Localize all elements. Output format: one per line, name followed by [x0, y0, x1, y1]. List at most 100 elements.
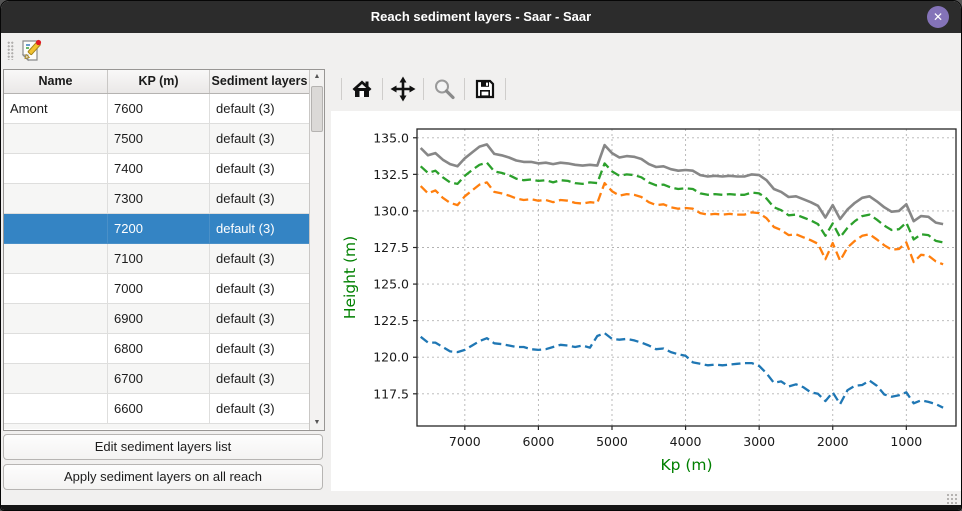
column-header-name[interactable]: Name: [4, 70, 108, 93]
zoom-magnifier-icon: [435, 79, 455, 100]
x-tick-label: 4000: [670, 434, 702, 449]
table-scrollbar[interactable]: ▲ ▼: [309, 70, 324, 430]
y-tick-label: 130.0: [373, 203, 409, 218]
statusbar: [1, 491, 961, 505]
edit-sediment-layers-button[interactable]: [18, 37, 45, 64]
table-cell: default (3): [210, 364, 309, 394]
table-row[interactable]: 6600 default (3): [4, 394, 309, 424]
table-cell: 7200: [108, 214, 210, 244]
y-tick-label: 127.5: [373, 240, 409, 255]
table-row[interactable]: 7300 default (3): [4, 184, 309, 214]
table-row[interactable]: 7200 default (3): [4, 214, 309, 244]
table-cell: default (3): [210, 304, 309, 334]
table-cell: default (3): [210, 214, 309, 244]
table-cell: 7000: [108, 274, 210, 304]
table-row-partial: [4, 424, 309, 429]
x-tick-label: 3000: [743, 434, 775, 449]
home-button[interactable]: [348, 75, 376, 103]
apply-sediment-layers-button[interactable]: Apply sediment layers on all reach: [3, 464, 323, 490]
table-cell: [4, 334, 108, 364]
titlebar[interactable]: Reach sediment layers - Saar - Saar ✕: [1, 1, 961, 33]
table-cell: 6600: [108, 394, 210, 424]
y-tick-label: 117.5: [373, 386, 409, 401]
chart-svg[interactable]: 7000 6000 5000 4000 3000 2000 1000 117.5 120.0 12…: [331, 111, 962, 491]
column-header-kp-m-[interactable]: KP (m): [108, 70, 210, 93]
series-gray-solid: [419, 143, 944, 226]
table-cell: 6700: [108, 364, 210, 394]
table-header-row: Name KP (m) Sediment layers: [4, 70, 309, 94]
edit-document-icon: [21, 39, 42, 62]
sediment-table: Name KP (m) Sediment layers Amont 7600 defau…: [3, 69, 325, 431]
table-row[interactable]: 6700 default (3): [4, 364, 309, 394]
table-cell: 6800: [108, 334, 210, 364]
resize-grip[interactable]: [946, 493, 958, 504]
y-tick-label: 132.5: [373, 167, 409, 182]
table-cell: 7100: [108, 244, 210, 274]
toolbar-separator: [423, 78, 424, 100]
x-tick-label: 2000: [817, 434, 849, 449]
table-row[interactable]: 7400 default (3): [4, 154, 309, 184]
toolbar-separator: [341, 78, 342, 100]
home-icon: [352, 80, 372, 97]
axes-spines: [416, 128, 957, 427]
table-cell: [4, 274, 108, 304]
app-toolbar: [1, 33, 961, 67]
table-row[interactable]: Amont 7600 default (3): [4, 94, 309, 124]
close-button[interactable]: ✕: [927, 6, 949, 28]
plot-panel: 7000 6000 5000 4000 3000 2000 1000 117.5 120.0 12…: [331, 67, 962, 491]
table-row[interactable]: 7000 default (3): [4, 274, 309, 304]
pan-button[interactable]: [389, 75, 417, 103]
table-cell: default (3): [210, 394, 309, 424]
table-cell: 7400: [108, 154, 210, 184]
plot-toolbar: [335, 73, 512, 105]
y-tick-label: 125.0: [373, 277, 409, 292]
table-cell: default (3): [210, 94, 309, 124]
table-cell: [4, 124, 108, 154]
table-cell: default (3): [210, 274, 309, 304]
series-blue-dashed: [419, 331, 944, 409]
table-cell: 7300: [108, 184, 210, 214]
table-cell: Amont: [4, 94, 108, 124]
table-cell: default (3): [210, 154, 309, 184]
save-button[interactable]: [471, 75, 499, 103]
zoom-button[interactable]: [430, 75, 458, 103]
scroll-down-icon[interactable]: ▼: [313, 419, 321, 426]
table-cell: default (3): [210, 334, 309, 364]
edit-sediment-layers-list-button[interactable]: Edit sediment layers list: [3, 434, 323, 460]
table-row[interactable]: 7100 default (3): [4, 244, 309, 274]
y-axis-label: Height (m): [341, 236, 359, 319]
series-green-dashed: [419, 161, 944, 244]
x-axis-label: Kp (m): [660, 456, 712, 474]
x-tick-label: 1000: [890, 434, 922, 449]
table-cell: 7500: [108, 124, 210, 154]
y-tick-label: 120.0: [373, 350, 409, 365]
sediment-table-body: Amont 7600 default (3) 7500 default (3) 7400 d…: [4, 94, 309, 429]
toolbar-drag-handle[interactable]: [7, 41, 14, 60]
scrollbar-thumb[interactable]: [311, 86, 323, 132]
table-row[interactable]: 6800 default (3): [4, 334, 309, 364]
table-cell: [4, 214, 108, 244]
x-tick-label: 6000: [523, 434, 555, 449]
toolbar-separator: [505, 78, 506, 100]
x-tick-label: 5000: [596, 434, 628, 449]
table-cell: default (3): [210, 244, 309, 274]
y-tick-label: 135.0: [373, 130, 409, 145]
window-bottom-edge: [1, 505, 961, 510]
pan-move-icon: [390, 76, 416, 102]
chart-canvas[interactable]: 7000 6000 5000 4000 3000 2000 1000 117.5 120.0 12…: [331, 111, 962, 491]
table-row[interactable]: 7500 default (3): [4, 124, 309, 154]
scroll-up-icon[interactable]: ▲: [313, 73, 321, 80]
save-floppy-icon: [475, 79, 495, 99]
y-tick-label: 122.5: [373, 313, 409, 328]
table-cell: default (3): [210, 124, 309, 154]
window-title: Reach sediment layers - Saar - Saar: [370, 9, 592, 24]
table-cell: [4, 244, 108, 274]
table-cell: [4, 364, 108, 394]
column-header-sediment-layers[interactable]: Sediment layers: [211, 74, 308, 88]
table-cell: [4, 394, 108, 424]
table-cell: [4, 184, 108, 214]
table-cell: 7600: [108, 94, 210, 124]
series-orange-dashed: [419, 181, 944, 266]
table-row[interactable]: 6900 default (3): [4, 304, 309, 334]
